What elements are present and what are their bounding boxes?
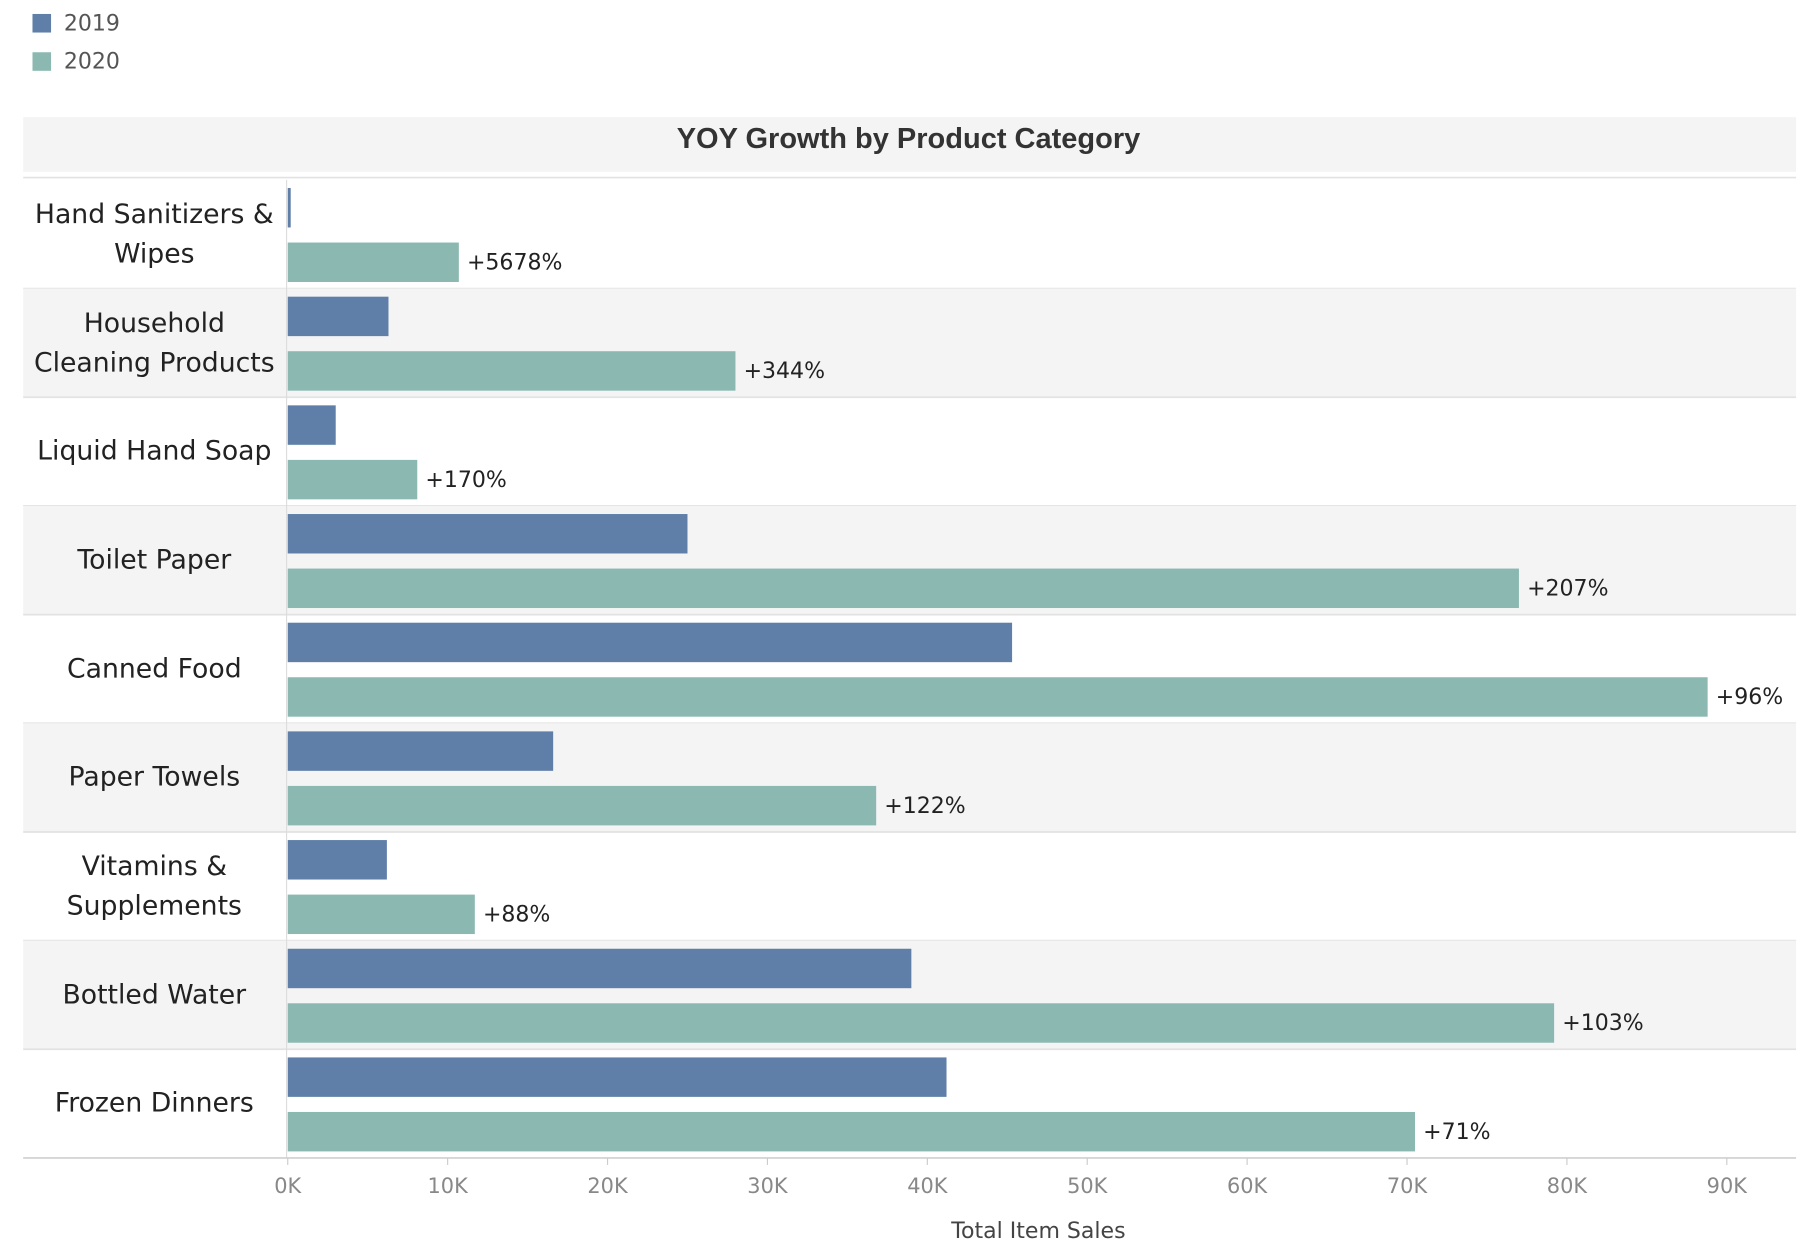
x-tick-label: 60K — [1227, 1174, 1269, 1198]
category-label-box: Toilet Paper — [77, 545, 232, 576]
x-tick-label: 50K — [1067, 1174, 1109, 1198]
growth-label: +207% — [1527, 576, 1608, 601]
category-label-box: Bottled Water — [62, 980, 247, 1011]
bar — [287, 677, 1708, 717]
x-tick-label: 10K — [428, 1174, 470, 1198]
category-label: Frozen Dinners — [54, 1088, 254, 1119]
x-tick-label: 80K — [1547, 1174, 1589, 1198]
bar — [287, 296, 389, 337]
bar — [287, 459, 418, 500]
growth-label: +88% — [483, 902, 550, 927]
bar — [287, 785, 877, 826]
legend-label: 2020 — [64, 50, 120, 75]
growth-label: +122% — [884, 794, 965, 819]
chart-title: YOY Growth by Product Category — [677, 123, 1141, 155]
x-tick-label: 70K — [1387, 1174, 1429, 1198]
category-label: Hand Sanitizers & Wipes — [34, 199, 274, 270]
category-label: Paper Towels — [68, 762, 241, 793]
legend-swatch — [32, 52, 52, 71]
bar — [287, 351, 736, 391]
category-label: Canned Food — [66, 654, 242, 685]
category-label: Liquid Hand Soap — [37, 436, 272, 467]
legend-swatch — [32, 13, 52, 33]
bar — [287, 622, 1013, 663]
growth-label: +5678% — [467, 250, 562, 275]
category-label-box: Vitamins & Supplements — [66, 851, 242, 922]
bar — [287, 840, 387, 880]
category-label-box: Hand Sanitizers & Wipes — [34, 199, 274, 270]
bar — [287, 1057, 947, 1097]
bar — [287, 242, 459, 282]
bar — [287, 1003, 1555, 1043]
growth-label: +71% — [1423, 1120, 1490, 1145]
category-label: Vitamins & Supplements — [66, 851, 242, 922]
growth-label: +103% — [1562, 1011, 1643, 1036]
bar — [287, 731, 554, 771]
category-label-box: Canned Food — [66, 654, 242, 685]
x-tick-label: 40K — [907, 1174, 949, 1198]
category-label: Bottled Water — [62, 980, 247, 1011]
legend-label: 2019 — [64, 11, 120, 36]
category-label-box: Liquid Hand Soap — [37, 436, 272, 467]
x-axis-title: Total Item Sales — [950, 1219, 1125, 1244]
category-label: Toilet Paper — [77, 545, 232, 576]
bar — [287, 568, 1519, 609]
category-label-box: Frozen Dinners — [54, 1088, 254, 1119]
growth-label: +170% — [425, 468, 506, 493]
growth-label: +96% — [1716, 685, 1783, 710]
category-label-box: Paper Towels — [68, 762, 241, 793]
bar — [287, 1111, 1416, 1152]
bar — [287, 188, 291, 228]
growth-label: +344% — [744, 359, 825, 384]
bar — [287, 894, 475, 935]
x-tick-label: 20K — [587, 1174, 629, 1198]
bar — [287, 405, 336, 445]
title-band — [23, 117, 1797, 172]
x-tick-label: 90K — [1707, 1174, 1749, 1198]
bar — [287, 514, 688, 554]
x-tick-label: 30K — [747, 1174, 789, 1198]
x-tick-label: 0K — [274, 1174, 302, 1198]
category-label: Household Cleaning Products — [33, 308, 275, 378]
bar — [287, 948, 912, 989]
category-label-box: Household Cleaning Products — [33, 308, 275, 378]
